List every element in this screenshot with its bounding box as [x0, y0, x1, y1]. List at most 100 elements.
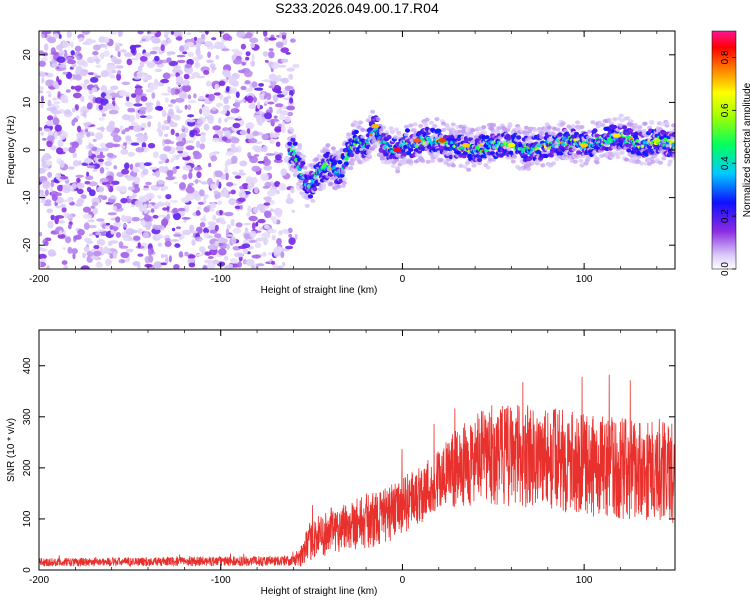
spectrogram-noise-blob	[65, 236, 72, 244]
spectrogram-ridge-halo	[619, 150, 625, 155]
spectrogram-noise-blob	[175, 115, 180, 119]
spectrogram-noise-blob	[70, 50, 75, 56]
spectrogram-noise-blob	[248, 104, 257, 109]
spectrogram-noise-blob	[44, 128, 51, 133]
spectrogram-noise-blob	[273, 158, 283, 163]
spectrogram-noise-blob	[179, 45, 185, 52]
spectrogram-noise-blob	[225, 172, 229, 181]
spectrogram-noise-blob	[116, 73, 122, 81]
spectrogram-noise-blob	[85, 145, 89, 150]
spectrogram-ridge-halo	[301, 154, 307, 159]
spectrogram-noise-blob	[126, 102, 134, 107]
spectrogram-noise-blob	[59, 49, 63, 54]
spectrogram-noise-blob	[64, 109, 71, 115]
spectrogram-ridge-halo	[477, 161, 482, 166]
spectrogram-noise-blob	[215, 218, 221, 224]
spectrogram-ridge-halo	[615, 155, 621, 159]
spectrogram-noise-blob	[47, 249, 56, 257]
spectrogram-noise-blob	[170, 239, 180, 242]
spectrogram-noise-blob	[63, 199, 68, 203]
spectrogram-noise-blob	[228, 198, 237, 206]
spectrogram-noise-blob	[196, 38, 205, 44]
spectrogram-ridge-halo	[642, 121, 648, 126]
spectrogram-noise-blob	[135, 96, 141, 104]
spectrogram-noise-blob	[143, 203, 148, 208]
spectrogram-noise-blob	[207, 225, 216, 230]
spectrogram-noise-blob	[225, 228, 230, 236]
spectrogram-noise-blob	[280, 251, 285, 258]
spectrogram-noise-blob	[245, 258, 255, 267]
spectrogram-noise-blob	[148, 255, 154, 263]
spectrogram-noise-blob	[42, 183, 51, 189]
spectrogram-noise-blob	[166, 206, 170, 211]
spectrogram-noise-blob	[40, 102, 44, 109]
spectrogram-noise-blob	[176, 54, 186, 58]
spectrogram-ridge-halo	[379, 155, 385, 160]
spectrogram-noise-blob	[39, 232, 43, 237]
spectrogram-noise-blob	[100, 70, 109, 78]
spectrogram-noise-blob	[59, 134, 66, 140]
spectrogram-ridge-halo	[594, 160, 600, 165]
spectrogram-noise-blob	[267, 228, 277, 234]
spectrogram-noise-blob	[244, 87, 253, 92]
spectrogram-noise-blob	[167, 104, 174, 108]
spectrogram-ridge-band	[353, 129, 359, 135]
spectrogram-noise-blob	[224, 118, 228, 123]
spectrogram-noise-blob	[99, 52, 105, 60]
spectrogram-noise-blob	[62, 184, 72, 192]
spectrogram-noise-blob	[225, 151, 235, 156]
spectrogram-noise-blob	[72, 160, 80, 167]
spectrogram-noise-blob	[137, 228, 143, 235]
spectrogram-noise-blob	[196, 253, 204, 257]
spectrogram-noise-blob	[133, 235, 141, 241]
spectrogram-noise-blob	[256, 263, 265, 267]
spectrogram-noise-blob	[145, 192, 155, 200]
spectrogram-noise-blob	[47, 221, 54, 229]
spectrogram-noise-blob	[84, 157, 93, 164]
spectrogram-noise-blob	[103, 50, 110, 57]
spectrogram-noise-blob	[245, 176, 253, 184]
spectrogram-noise-blob	[170, 87, 176, 96]
spectrogram-noise-blob	[57, 79, 62, 86]
spectrogram-noise-blob	[209, 202, 217, 209]
spectrogram-ridge-halo	[358, 120, 364, 125]
spectrogram-noise-blob	[291, 209, 295, 213]
spectrogram-noise-blob	[286, 67, 295, 72]
spectrogram-noise-blob	[235, 222, 243, 228]
spectrogram-ridge-halo	[360, 127, 366, 132]
spectrogram-ridge-halo	[614, 151, 620, 156]
spectrogram-noise-blob	[249, 240, 258, 243]
spectrogram-noise-blob	[157, 242, 163, 247]
spectrogram-noise-blob	[71, 141, 79, 149]
spectrogram-noise-blob	[69, 218, 73, 222]
spectrogram-noise-blob	[133, 176, 141, 185]
spectrogram-noise-blob	[57, 139, 64, 147]
spectrogram-noise-blob	[245, 51, 251, 57]
spectrogram-noise-blob	[50, 145, 57, 151]
spectrogram-noise-blob	[239, 205, 243, 210]
chart-title: S233.2026.049.00.17.R04	[275, 0, 439, 16]
spectrogram-ridge-halo	[341, 180, 347, 185]
spectrogram-noise-blob	[214, 83, 219, 91]
spectrogram-noise-blob	[88, 181, 98, 187]
spectrogram-noise-blob	[282, 261, 286, 267]
spectrogram-noise-blob	[118, 241, 124, 249]
spectrogram-noise-blob	[246, 212, 251, 217]
spectrogram-noise-blob	[115, 65, 124, 69]
spectrogram-noise-blob	[39, 60, 46, 67]
spectrogram-ridge-core	[561, 142, 566, 146]
spectrogram-noise-blob	[241, 98, 246, 103]
spectrogram-noise-blob	[127, 151, 135, 157]
spectrogram-ridge-halo	[293, 170, 299, 175]
spectrogram-noise-blob	[62, 71, 68, 75]
spectrogram-ridge-halo	[649, 119, 655, 124]
spectrogram-noise-blob	[220, 220, 227, 225]
spectrogram-ridge-halo	[330, 146, 336, 151]
spectrogram-noise-blob	[237, 261, 243, 268]
spectrogram-noise-blob	[103, 37, 110, 44]
spectrogram-ridge-halo	[665, 144, 671, 148]
spectrogram-noise-blob	[77, 229, 85, 236]
spectrogram-noise-blob	[278, 183, 287, 191]
spectrogram-noise-blob	[104, 167, 110, 171]
